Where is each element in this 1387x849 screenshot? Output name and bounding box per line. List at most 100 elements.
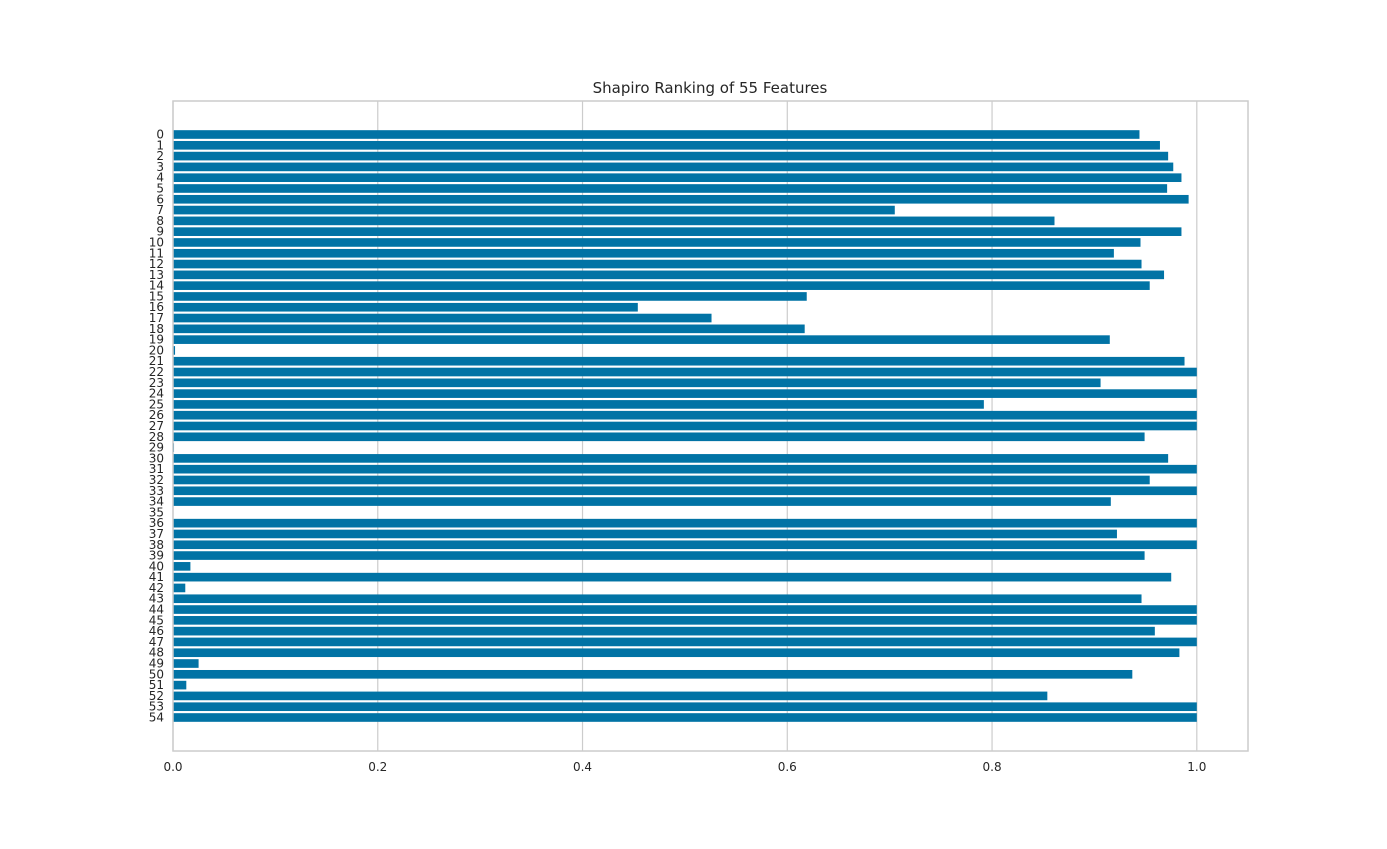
bar-feature-12 xyxy=(173,259,1142,269)
bar-feature-39 xyxy=(173,551,1145,560)
plot-frame xyxy=(172,100,1249,752)
y-tick-label: 52 xyxy=(149,689,164,703)
bar-feature-50 xyxy=(173,669,1133,679)
x-tick-label: 0.2 xyxy=(368,760,387,774)
y-tick-label: 29 xyxy=(149,441,164,455)
bar-feature-19 xyxy=(173,335,1110,344)
x-tick-label: 0.0 xyxy=(163,760,182,774)
y-tick-label: 46 xyxy=(149,624,164,638)
y-tick-label: 16 xyxy=(149,300,164,314)
bar-feature-1 xyxy=(173,140,1160,150)
bar-feature-21 xyxy=(173,356,1185,366)
bar-feature-28 xyxy=(173,432,1145,442)
y-tick-label: 7 xyxy=(156,203,164,217)
y-tick-label: 35 xyxy=(149,505,164,519)
y-tick-label: 51 xyxy=(149,678,164,692)
y-tick-label: 24 xyxy=(149,387,164,401)
bar-feature-54 xyxy=(173,713,1197,722)
y-tick-label: 15 xyxy=(149,289,164,303)
bar-feature-31 xyxy=(173,464,1197,474)
y-tick-label: 50 xyxy=(149,667,164,681)
bar-feature-52 xyxy=(173,691,1048,701)
y-tick-label: 1 xyxy=(156,138,164,152)
y-tick-label: 53 xyxy=(149,700,164,714)
bar-feature-18 xyxy=(173,324,805,334)
y-tick-label: 42 xyxy=(149,581,164,595)
y-tick-label: 5 xyxy=(156,181,164,195)
bar-feature-4 xyxy=(173,173,1182,183)
bar-feature-17 xyxy=(173,313,712,323)
y-tick-label: 11 xyxy=(149,246,164,260)
y-tick-label: 9 xyxy=(156,225,164,239)
bar-feature-41 xyxy=(173,572,1172,582)
y-tick-label: 49 xyxy=(149,657,164,671)
bar-feature-6 xyxy=(173,194,1189,204)
bar-feature-49 xyxy=(173,659,199,668)
bar-feature-46 xyxy=(173,626,1155,636)
y-tick-label: 37 xyxy=(149,527,164,541)
y-tick-label: 10 xyxy=(149,235,164,249)
bar-feature-14 xyxy=(173,281,1150,290)
y-tick-label: 22 xyxy=(149,365,164,379)
bar-feature-38 xyxy=(173,540,1197,550)
bar-feature-7 xyxy=(173,205,895,215)
y-tick-label: 28 xyxy=(149,430,164,444)
bar-feature-24 xyxy=(173,389,1197,398)
y-tick-label: 20 xyxy=(149,343,164,357)
bar-feature-5 xyxy=(173,184,1168,193)
bar-feature-9 xyxy=(173,227,1182,236)
x-tick-label: 0.8 xyxy=(983,760,1002,774)
bar-feature-2 xyxy=(173,151,1169,161)
x-tick-label: 0.6 xyxy=(778,760,797,774)
bar-feature-36 xyxy=(173,518,1197,528)
bar-feature-15 xyxy=(173,292,807,301)
bar-feature-27 xyxy=(173,421,1197,431)
bar-feature-48 xyxy=(173,648,1180,658)
bar-feature-11 xyxy=(173,248,1114,258)
bar-feature-42 xyxy=(173,583,186,593)
y-tick-label: 39 xyxy=(149,549,164,563)
bar-feature-13 xyxy=(173,270,1165,280)
y-tick-label: 44 xyxy=(149,603,164,617)
y-tick-label: 48 xyxy=(149,646,164,660)
y-tick-label: 18 xyxy=(149,322,164,336)
bar-feature-40 xyxy=(173,562,191,571)
bar-feature-34 xyxy=(173,497,1111,506)
y-tick-label: 23 xyxy=(149,376,164,390)
y-tick-label: 3 xyxy=(156,160,164,174)
bar-feature-30 xyxy=(173,454,1169,463)
y-tick-label: 30 xyxy=(149,451,164,465)
bar-feature-44 xyxy=(173,605,1197,614)
y-tick-label: 26 xyxy=(149,408,164,422)
y-tick-label: 40 xyxy=(149,559,164,573)
y-tick-label: 25 xyxy=(149,397,164,411)
bar-feature-51 xyxy=(173,680,187,690)
bar-feature-22 xyxy=(173,367,1197,377)
bar-feature-25 xyxy=(173,400,984,409)
y-tick-label: 8 xyxy=(156,214,164,228)
bar-feature-8 xyxy=(173,216,1055,226)
y-tick-label: 14 xyxy=(149,279,164,293)
bar-feature-16 xyxy=(173,302,638,312)
y-tick-label: 43 xyxy=(149,592,164,606)
y-tick-label: 4 xyxy=(156,171,164,185)
y-tick-label: 47 xyxy=(149,635,164,649)
y-tick-label: 32 xyxy=(149,473,164,487)
y-tick-labels: 0123456789101112131415161718192021222324… xyxy=(149,128,164,725)
bar-feature-32 xyxy=(173,475,1150,485)
bar-feature-47 xyxy=(173,637,1197,647)
y-tick-label: 0 xyxy=(156,128,164,142)
bar-feature-0 xyxy=(173,130,1140,139)
x-tick-label: 1.0 xyxy=(1187,760,1206,774)
y-tick-label: 17 xyxy=(149,311,164,325)
y-tick-label: 45 xyxy=(149,613,164,627)
bars-layer xyxy=(173,130,1197,722)
y-tick-label: 38 xyxy=(149,538,164,552)
bar-feature-53 xyxy=(173,702,1197,712)
y-tick-label: 13 xyxy=(149,268,164,282)
chart-title: Shapiro Ranking of 55 Features xyxy=(593,79,828,97)
x-tick-label: 0.4 xyxy=(573,760,592,774)
y-tick-label: 12 xyxy=(149,257,164,271)
